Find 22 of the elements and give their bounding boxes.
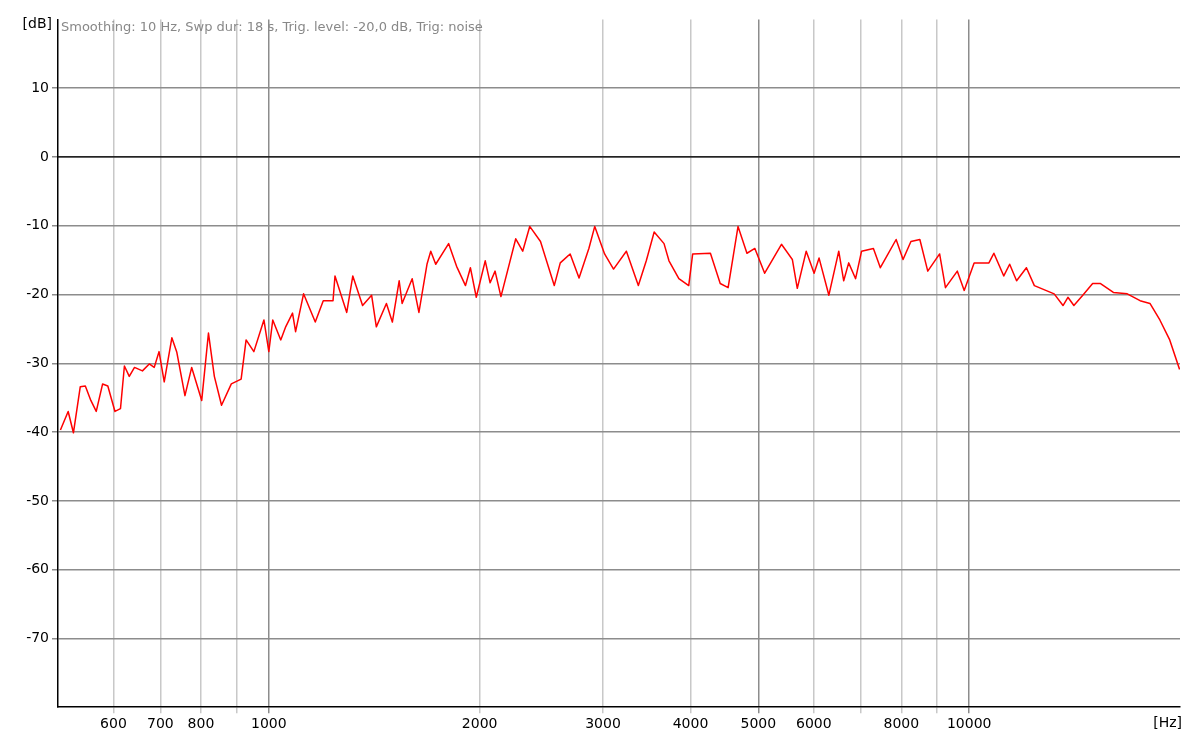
y-tick-label: -70: [26, 629, 49, 646]
y-tick-label: -60: [26, 560, 49, 577]
x-tick-label: 8000: [883, 715, 920, 732]
x-tick-label: 6000: [795, 715, 832, 732]
x-axis-title: [Hz]: [1153, 713, 1182, 730]
x-tick-label: 3000: [585, 715, 621, 732]
y-tick-label: -10: [26, 216, 49, 233]
x-tick-label: 10000: [946, 715, 992, 732]
y-tick-label: -30: [26, 353, 49, 370]
x-tick-label: 700: [146, 715, 174, 732]
y-tick-label: 0: [40, 147, 49, 164]
x-tick-label: 5000: [740, 715, 777, 732]
y-tick-label: 10: [31, 78, 49, 95]
x-tick-label: 1000: [251, 715, 287, 732]
x-tick-label: 4000: [672, 715, 709, 732]
y-tick-label: -40: [26, 422, 49, 439]
x-tick-label: 2000: [461, 715, 498, 732]
y-axis-title: [dB]: [22, 15, 52, 32]
x-tick-label: 600: [100, 715, 127, 732]
y-tick-label: -20: [26, 285, 49, 302]
y-tick-label: -50: [26, 491, 49, 508]
x-tick-label: 800: [187, 715, 215, 732]
